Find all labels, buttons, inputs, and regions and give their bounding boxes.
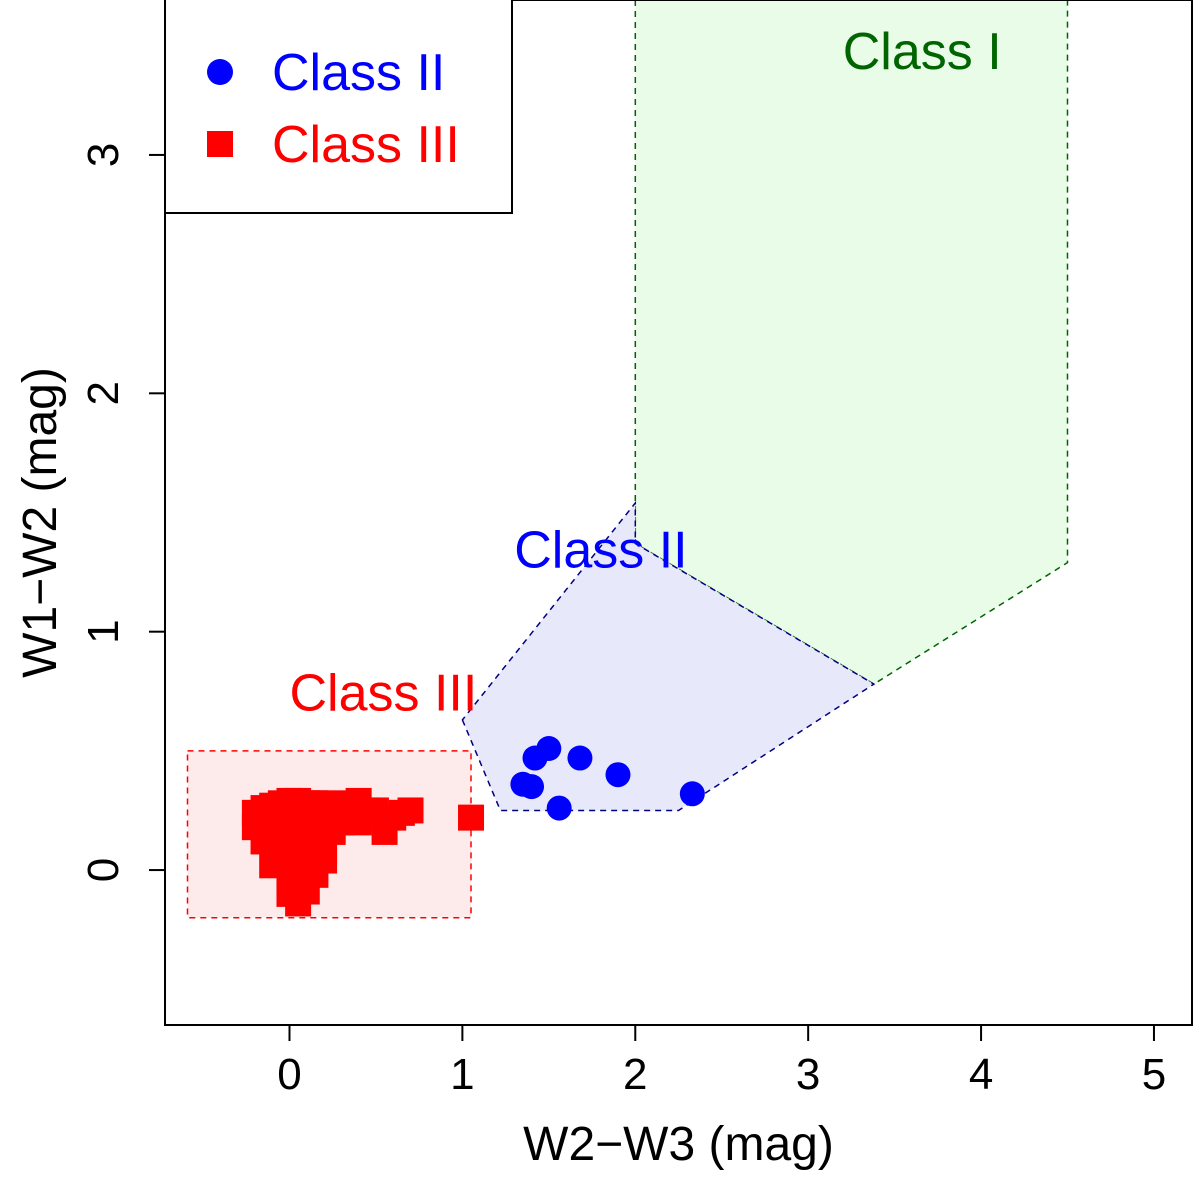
x-tick-label: 3: [796, 1050, 820, 1099]
legend: Class II Class III: [164, 0, 513, 214]
y-tick-label: 3: [79, 143, 128, 167]
regions-layer: [186, 0, 1069, 919]
legend-label-class-ii: Class II: [272, 44, 445, 102]
legend-box: [164, 0, 513, 214]
y-axis: 0 1 2 3: [79, 143, 165, 882]
point-class-iii: [285, 890, 312, 917]
point-class-ii: [679, 781, 705, 807]
point-class-ii: [546, 795, 572, 821]
point-class-ii: [536, 735, 562, 761]
region-label-class-i: Class I: [843, 23, 1002, 81]
points-layer: [241, 735, 705, 917]
point-class-iii: [397, 797, 424, 824]
x-axis-label: W2−W3 (mag): [523, 1118, 834, 1171]
point-class-ii: [519, 774, 545, 800]
x-tick-label: 5: [1142, 1050, 1166, 1099]
point-class-iii: [458, 804, 485, 831]
legend-marker-class-iii: [207, 131, 233, 157]
legend-label-class-iii: Class III: [272, 116, 460, 174]
region-class-i: [634, 0, 1069, 685]
plot-frame: [164, 0, 1193, 1026]
y-axis-label: W1−W2 (mag): [14, 367, 67, 678]
y-tick-label: 2: [79, 381, 128, 405]
point-class-iii: [371, 818, 398, 845]
y-tick-label: 0: [79, 858, 128, 882]
x-tick-label: 1: [450, 1050, 474, 1099]
point-class-iii: [345, 809, 372, 836]
x-tick-label: 2: [623, 1050, 647, 1099]
x-tick-label: 0: [277, 1050, 301, 1099]
region-labels: Class I Class II Class III: [289, 23, 1001, 722]
y-tick-label: 1: [79, 619, 128, 643]
region-label-class-ii: Class II: [514, 521, 687, 579]
point-class-ii: [567, 745, 593, 771]
region-label-class-iii: Class III: [289, 664, 477, 722]
point-class-ii: [605, 762, 631, 788]
x-tick-label: 4: [969, 1050, 993, 1099]
x-axis: 0 1 2 3 4 5: [277, 1025, 1166, 1099]
legend-marker-class-ii: [207, 59, 233, 85]
region-class-ii: [461, 500, 876, 812]
